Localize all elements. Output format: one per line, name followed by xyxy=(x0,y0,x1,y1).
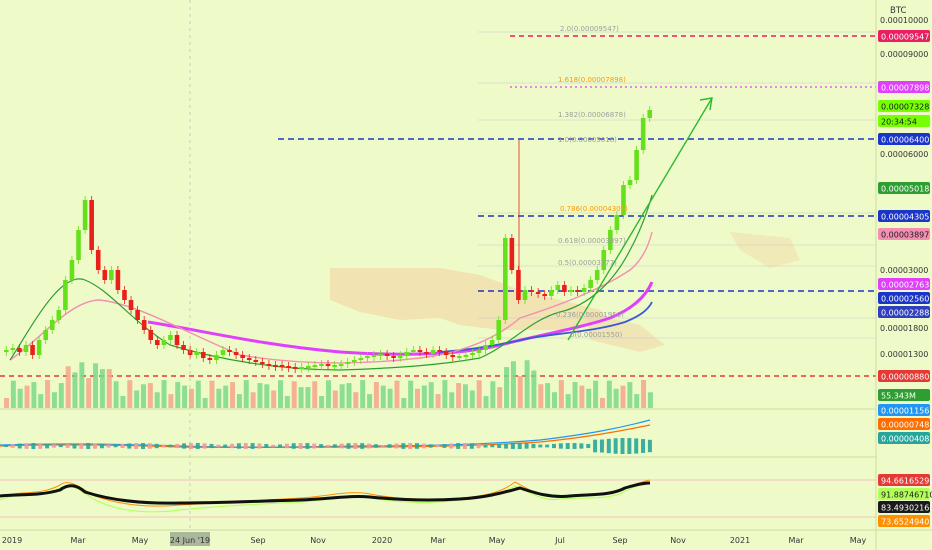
price-scale[interactable]: 0.00010000 0.00009000 0.00006000 0.00003000… xyxy=(880,16,928,359)
fib-level-label: 0.786(0.00004305) xyxy=(560,205,628,213)
price-tag-label: 0.00004305 xyxy=(881,213,929,222)
price-tag-label: 0.00000408 xyxy=(881,435,929,444)
price-scale-label: 0.00001800 xyxy=(880,324,928,333)
time-axis-label: May xyxy=(489,536,506,545)
time-axis-label: 2020 xyxy=(372,536,392,545)
ichimoku-cloud xyxy=(330,232,800,352)
fib-level-label: 2.0(0.00009547) xyxy=(560,25,619,33)
macd-pane xyxy=(0,419,652,454)
price-tag-label: 0.00002288 xyxy=(881,309,929,318)
price-tag: 0.00006400 xyxy=(878,133,930,145)
price-tag-label: 0.00005018 xyxy=(881,185,929,194)
price-tag: 0.00003897 xyxy=(878,228,930,240)
price-tag-label: 83.49302160 xyxy=(881,504,932,513)
volume-histogram xyxy=(4,360,653,408)
time-axis-label: May xyxy=(850,536,867,545)
price-tags: 0.00009547 0.00007898 0.00007328 20:34:54 0.… xyxy=(878,30,932,527)
price-candles xyxy=(4,106,653,373)
price-tag-label: 0.00002560 xyxy=(881,295,929,304)
price-tag: 0.00000880 xyxy=(878,370,930,382)
fib-level-label: 1.618(0.00007898) xyxy=(558,76,626,84)
price-tag-label: 0.00009547 xyxy=(881,33,929,42)
price-tag: 0.00007898 xyxy=(878,81,930,93)
time-axis-label: Mar xyxy=(430,536,446,545)
time-axis[interactable]: 2019 Mar May 24 Jun '19 Sep Nov 2020 Mar May Jul S… xyxy=(2,532,867,546)
time-axis-label: Mar xyxy=(70,536,86,545)
fib-level-label: 0.236(0.00001950) xyxy=(556,311,624,319)
time-axis-label: Sep xyxy=(612,536,627,545)
price-scale-label: 0.00010000 xyxy=(880,16,928,25)
price-tag-label: 91.88746710 xyxy=(881,491,932,500)
price-tag: 0.00005018 xyxy=(878,182,930,194)
price-tag-label: 73.65249407 xyxy=(881,518,932,527)
price-tag: 0.00004305 xyxy=(878,210,930,222)
fib-level-label: 1.382(0.00006878) xyxy=(558,111,626,119)
stochastic-pane xyxy=(0,479,876,518)
trend-arrow xyxy=(567,97,713,341)
price-scale-label: 0.00009000 xyxy=(880,50,928,59)
time-axis-label: May xyxy=(132,536,149,545)
fib-labels: 2.0(0.00009547) 1.618(0.00007898) 1.382(0.… xyxy=(556,25,628,339)
price-tag: 0.00002288 xyxy=(878,306,930,318)
fib-level-label: 1.0(0.00005018) xyxy=(558,136,617,144)
price-tag-label: 0.00007898 xyxy=(881,84,929,93)
price-scale-label: 0.00006000 xyxy=(880,150,928,159)
time-axis-label: Sep xyxy=(250,536,265,545)
fib-level-label: 0.5(0.00003277) xyxy=(558,259,617,267)
price-tag: 20:34:54 xyxy=(878,115,930,127)
price-tag-label: 20:34:54 xyxy=(881,118,917,127)
level-lines xyxy=(0,35,876,377)
price-tag: 94.66165290 xyxy=(878,474,932,486)
price-tag-label: 0.00007328 xyxy=(881,103,929,112)
price-tag: 0.00007328 xyxy=(878,100,930,112)
price-tag: 83.49302160 xyxy=(878,501,932,513)
price-tag-label: 55.343M xyxy=(881,392,916,401)
price-tag: 0.00000748 xyxy=(878,418,930,430)
price-tag: 91.88746710 xyxy=(878,488,932,500)
time-axis-label: Nov xyxy=(310,536,326,545)
moving-averages xyxy=(9,194,654,371)
time-axis-label: 2019 xyxy=(2,536,22,545)
price-tag: 0.00000408 xyxy=(878,432,930,444)
price-tag: 55.343M xyxy=(878,389,930,401)
price-tag-label: 0.00006400 xyxy=(881,136,929,145)
price-tag: 73.65249407 xyxy=(878,515,932,527)
fib-level-label: 0(0.00001550) xyxy=(570,331,622,339)
price-tag: 0.00002560 xyxy=(878,292,930,304)
price-scale-label: 0.00003000 xyxy=(880,266,928,275)
price-tag-label: 0.00000880 xyxy=(881,373,929,382)
price-tag-label: 0.00002763 xyxy=(881,281,929,290)
time-axis-label: Mar xyxy=(788,536,804,545)
price-tag: 0.00001156 xyxy=(878,404,930,416)
price-tag-label: 94.66165290 xyxy=(881,477,932,486)
price-tag: 0.00009547 xyxy=(878,30,930,42)
time-axis-label: Nov xyxy=(670,536,686,545)
time-axis-label: 24 Jun '19 xyxy=(170,536,210,545)
price-scale-label: 0.00001300 xyxy=(880,350,928,359)
time-axis-label: Jul xyxy=(554,536,565,545)
fib-level-label: 0.618(0.00003897) xyxy=(558,237,626,245)
price-tag-label: 0.00001156 xyxy=(881,407,929,416)
symbol-unit-label: BTC xyxy=(890,6,907,16)
price-tag-label: 0.00003897 xyxy=(881,231,929,240)
time-axis-label: 2021 xyxy=(730,536,750,545)
price-tag-label: 0.00000748 xyxy=(881,421,929,430)
price-tag: 0.00002763 xyxy=(878,278,930,290)
